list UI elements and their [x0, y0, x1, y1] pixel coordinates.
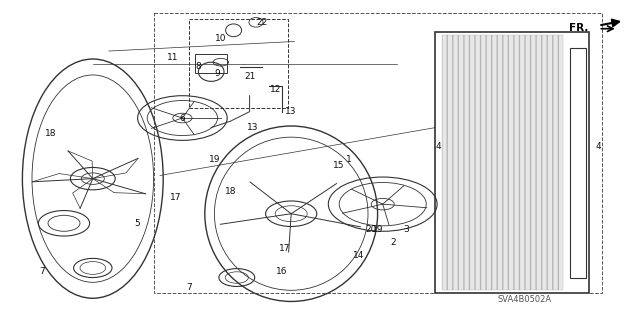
Text: 19: 19: [209, 155, 220, 164]
Text: SVA4B0502A: SVA4B0502A: [498, 295, 552, 304]
Text: 20: 20: [365, 225, 377, 234]
Text: 4: 4: [596, 142, 601, 151]
Text: 1: 1: [346, 155, 351, 164]
Text: 22: 22: [257, 18, 268, 27]
Text: 12: 12: [269, 85, 281, 94]
Text: 9: 9: [215, 69, 220, 78]
Text: 14: 14: [353, 251, 364, 260]
Text: 19: 19: [372, 225, 383, 234]
Text: 18: 18: [225, 187, 236, 196]
Text: 4: 4: [436, 142, 441, 151]
Text: 2: 2: [391, 238, 396, 247]
Text: 8: 8: [196, 63, 201, 71]
Text: 17: 17: [170, 193, 182, 202]
Text: 7: 7: [39, 267, 44, 276]
Text: 3: 3: [404, 225, 409, 234]
Text: 13: 13: [247, 123, 259, 132]
Bar: [435, 32, 589, 293]
Text: 7: 7: [186, 283, 191, 292]
Bar: [154, 13, 602, 293]
Text: 21: 21: [244, 72, 255, 81]
Text: 16: 16: [276, 267, 287, 276]
Bar: [195, 54, 227, 73]
Bar: [189, 19, 288, 108]
Text: FR.: FR.: [570, 23, 589, 33]
Text: 11: 11: [167, 53, 179, 62]
Text: 18: 18: [45, 130, 57, 138]
Text: 6: 6: [180, 114, 185, 122]
Text: 10: 10: [215, 34, 227, 43]
Bar: [570, 48, 586, 278]
Text: 17: 17: [279, 244, 291, 253]
Text: 5: 5: [135, 219, 140, 228]
Text: 13: 13: [285, 107, 297, 116]
Text: 15: 15: [333, 161, 345, 170]
